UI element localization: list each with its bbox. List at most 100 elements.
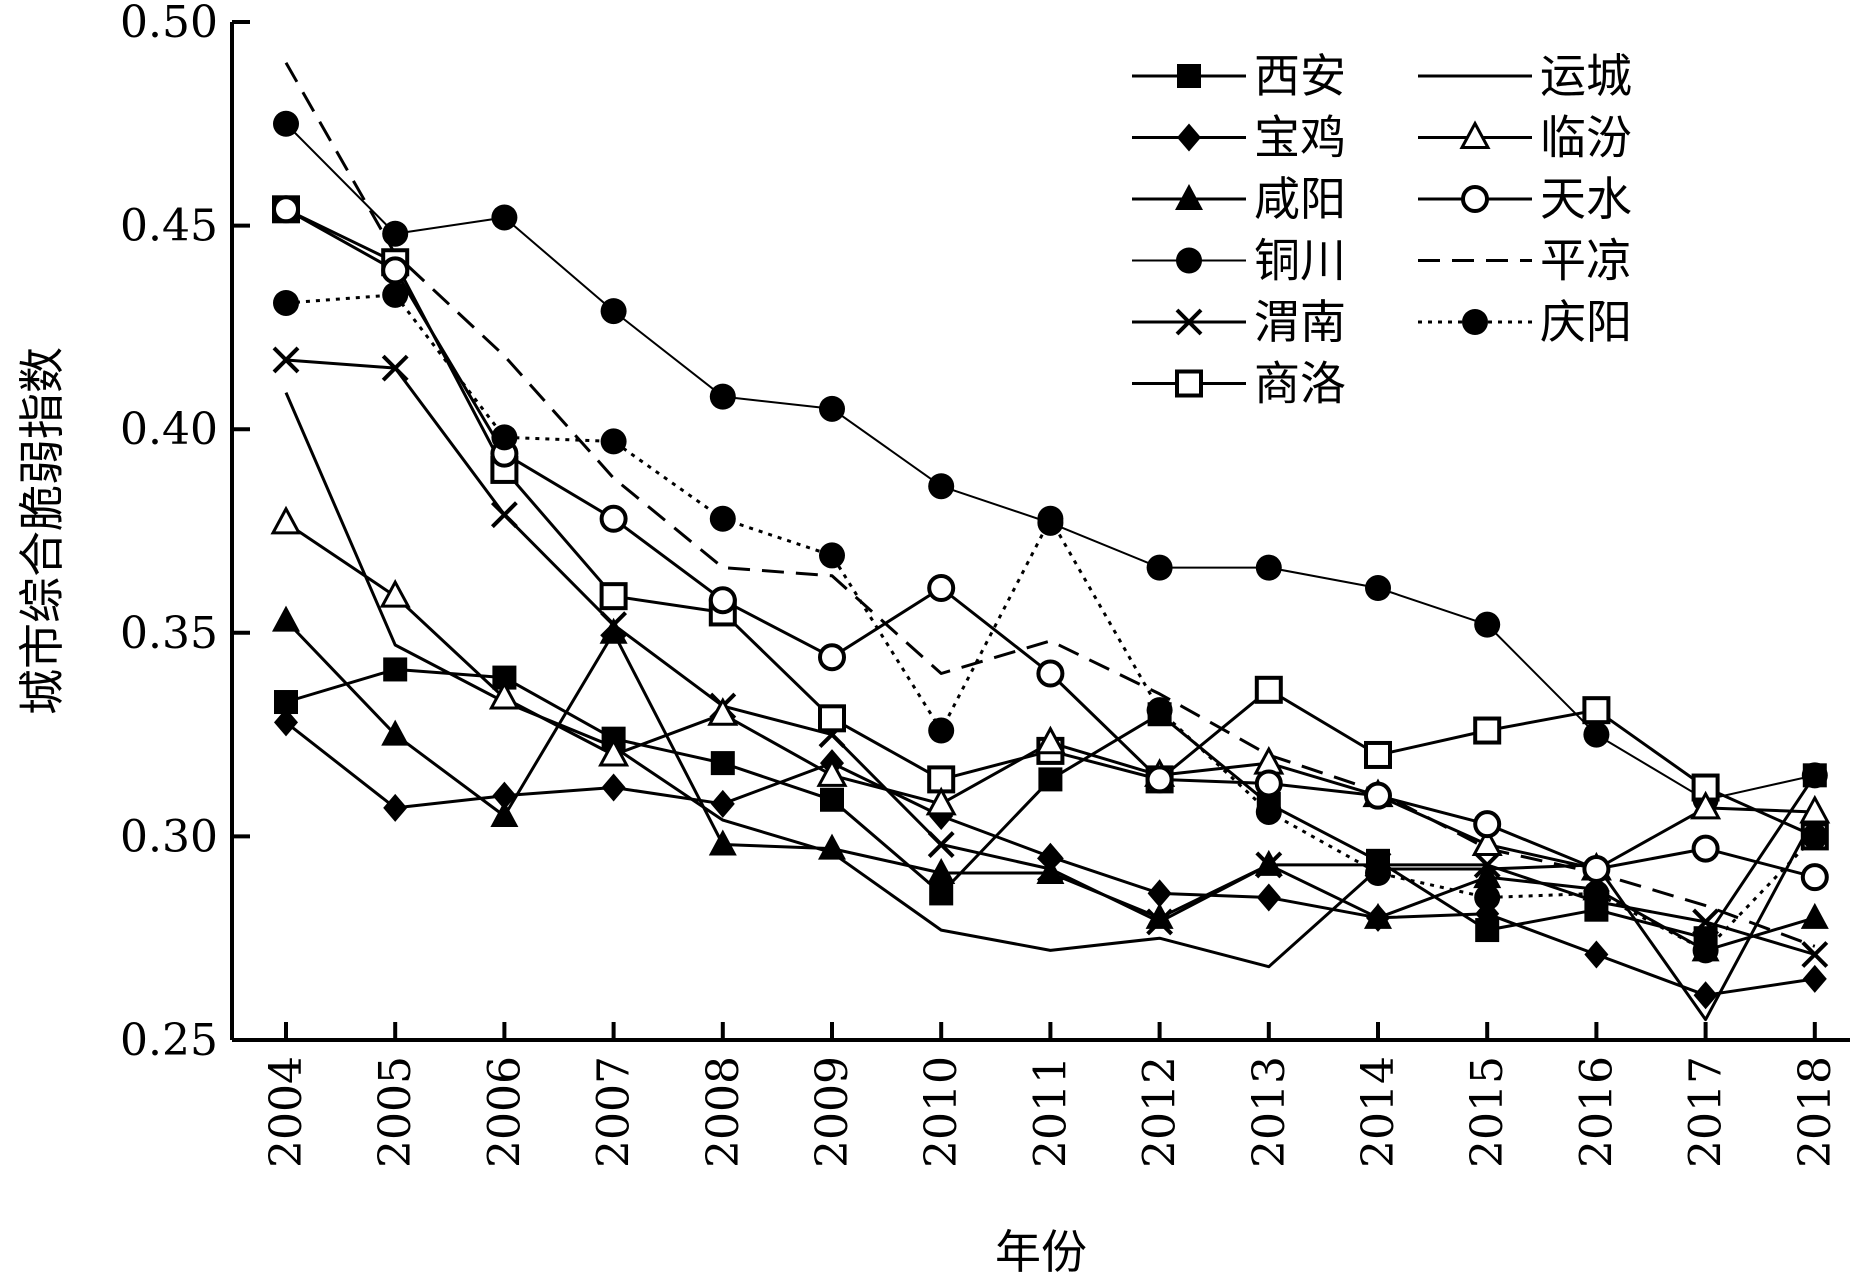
data-point-2-5	[818, 833, 846, 860]
x-marker-stroke	[1692, 908, 1720, 936]
data-point-7-11	[1471, 827, 1503, 857]
data-point-1-3	[601, 773, 626, 802]
x-tick-label: 2012	[1135, 1056, 1186, 1168]
data-point-4-7	[1036, 855, 1064, 883]
data-point-3-11	[1474, 611, 1501, 638]
data-point-8-3	[599, 504, 628, 533]
data-point-2-11	[1473, 862, 1502, 889]
data-point-7-13	[1690, 790, 1722, 820]
data-point-7-3	[598, 737, 630, 767]
data-point-5-11	[1473, 716, 1502, 745]
data-point-4-6	[927, 831, 955, 858]
data-point-2-4	[708, 829, 737, 856]
data-point-8-12	[1582, 854, 1611, 883]
data-point-10-12	[1583, 880, 1610, 907]
x-tick-label: 2006	[479, 1056, 530, 1168]
data-point-8-6	[927, 574, 956, 603]
legend-item: 运城	[1418, 49, 1632, 103]
data-point-0-5	[820, 787, 844, 812]
x-tick-label: 2013	[1244, 1056, 1295, 1168]
legend-label: 商洛	[1254, 357, 1346, 411]
legend-item: 商洛	[1132, 357, 1346, 411]
x-tick-label: 2018	[1790, 1056, 1841, 1168]
x-marker-stroke	[1801, 941, 1829, 968]
data-point-7-14	[1799, 794, 1831, 824]
data-point-2-8	[1145, 902, 1174, 929]
data-point-10-10	[1365, 860, 1391, 887]
legend-label: 宝鸡	[1254, 111, 1346, 165]
data-point-2-14	[1800, 902, 1829, 929]
legend-item: 西安	[1132, 49, 1346, 103]
y-tick-label: 0.25	[120, 1015, 218, 1066]
legend-label: 天水	[1540, 172, 1632, 226]
data-point-1-0	[274, 708, 298, 737]
data-point-10-4	[709, 505, 736, 532]
x-tick-label: 2015	[1462, 1056, 1513, 1168]
data-point-1-1	[383, 793, 408, 822]
legend-item: 咸阳	[1132, 172, 1346, 226]
data-point-4-13	[1692, 908, 1720, 936]
x-marker-stroke	[1473, 851, 1501, 879]
data-point-3-0	[273, 110, 299, 137]
data-point-10-3	[600, 428, 627, 455]
data-point-5-12	[1582, 696, 1611, 725]
data-point-5-3	[599, 582, 628, 611]
legend-marker	[1175, 369, 1203, 398]
data-point-10-6	[928, 717, 955, 744]
y-tick-label: 0.30	[120, 811, 218, 862]
legend-marker	[1175, 184, 1203, 210]
data-point-2-1	[381, 719, 410, 746]
data-point-5-10	[1364, 740, 1392, 769]
x-marker-stroke	[490, 501, 518, 529]
series-line-7	[285, 521, 1815, 871]
data-point-4-3	[600, 611, 628, 639]
data-point-1-13	[1693, 981, 1718, 1010]
legend-marker	[1177, 64, 1201, 88]
data-point-3-2	[491, 204, 518, 231]
data-point-2-3	[599, 617, 628, 644]
data-point-3-9	[1255, 554, 1282, 581]
data-point-3-1	[382, 220, 409, 247]
legend-marker	[1459, 120, 1491, 149]
data-point-8-5	[818, 643, 846, 672]
x-tick-label: 2017	[1681, 1056, 1732, 1168]
data-point-3-3	[600, 298, 627, 325]
data-point-1-4	[710, 789, 735, 818]
data-point-10-5	[819, 542, 845, 569]
x-tick-label: 2004	[261, 1056, 312, 1168]
x-tick-label: 2010	[916, 1056, 967, 1168]
data-point-3-6	[928, 473, 955, 500]
data-point-0-6	[929, 881, 954, 906]
data-point-2-2	[490, 801, 519, 828]
data-point-3-5	[819, 395, 845, 422]
legend-marker	[1461, 185, 1489, 213]
series-markers	[270, 110, 1831, 1010]
y-tick-label: 0.35	[120, 608, 218, 659]
data-point-7-4	[707, 697, 739, 726]
data-point-7-7	[1034, 725, 1066, 755]
axes	[230, 20, 1850, 1042]
legend-label: 渭南	[1254, 295, 1346, 349]
data-point-10-8	[1146, 697, 1173, 724]
x-tick-label: 2016	[1571, 1056, 1622, 1168]
data-point-10-1	[382, 281, 409, 308]
data-point-4-11	[1473, 851, 1501, 879]
x-marker-stroke	[272, 346, 300, 374]
y-tick-label: 0.45	[120, 201, 218, 252]
data-point-0-4	[710, 751, 735, 776]
data-point-4-2	[490, 501, 518, 529]
x-marker-stroke	[1255, 851, 1283, 879]
data-point-1-8	[1147, 879, 1172, 908]
legend-label: 咸阳	[1254, 172, 1346, 226]
data-point-8-0	[272, 195, 300, 224]
legend-item: 铜川	[1132, 234, 1346, 288]
legend-label: 运城	[1540, 49, 1632, 103]
data-point-8-13	[1691, 834, 1720, 863]
legend-item: 临汾	[1418, 111, 1632, 165]
x-tick-label: 2009	[807, 1056, 858, 1168]
data-point-7-2	[488, 680, 520, 710]
legend-item: 庆阳	[1418, 295, 1632, 349]
series-line-9	[284, 61, 1816, 948]
data-point-2-0	[272, 605, 300, 632]
